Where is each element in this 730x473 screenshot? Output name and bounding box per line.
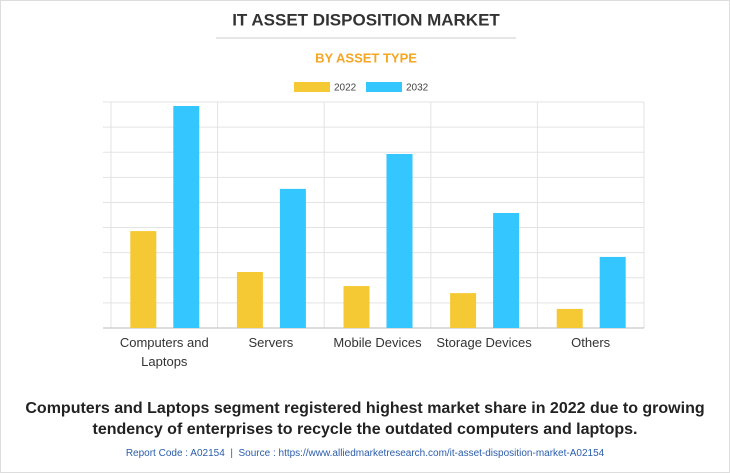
x-tick-label: Storage Devices — [436, 335, 532, 350]
chart-subtitle: BY ASSET TYPE — [315, 50, 417, 65]
chart-title: IT ASSET DISPOSITION MARKET — [232, 10, 500, 29]
bar — [493, 212, 520, 328]
legend-label: 2032 — [406, 83, 429, 94]
bar — [450, 293, 477, 328]
bar — [279, 188, 306, 328]
bar — [343, 286, 370, 328]
legend-swatch — [294, 82, 330, 92]
bar — [173, 106, 200, 328]
x-tick-label: Others — [571, 335, 611, 350]
bar — [386, 153, 413, 328]
x-tick-label: Computers and Laptops — [119, 335, 209, 369]
legend-swatch — [366, 82, 402, 92]
bar — [556, 308, 583, 328]
footer: Report Code : A02154 | Source : https://… — [125, 448, 605, 459]
caption: Computers and Laptops segment registered… — [25, 400, 705, 438]
bar — [599, 256, 626, 328]
bar — [130, 231, 157, 328]
legend-label: 2022 — [334, 83, 357, 94]
x-tick-label: Mobile Devices — [333, 335, 422, 350]
bar — [236, 272, 263, 328]
x-tick-label: Servers — [248, 335, 294, 350]
